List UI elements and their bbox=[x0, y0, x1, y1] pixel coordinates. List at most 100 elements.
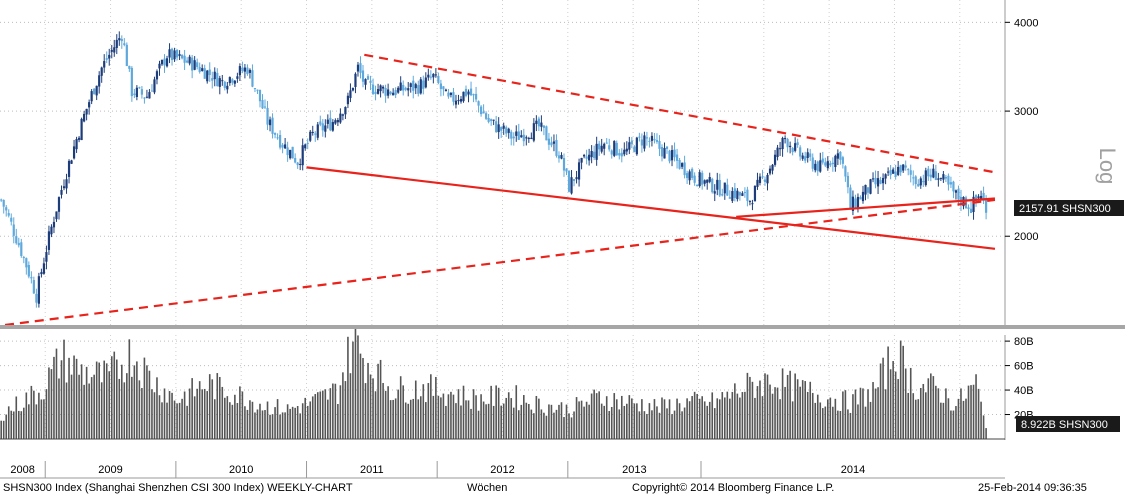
candle-up bbox=[304, 144, 307, 149]
volume-bar bbox=[510, 398, 513, 439]
volume-bar bbox=[774, 387, 776, 439]
candle-down bbox=[567, 170, 571, 192]
volume-bar bbox=[231, 404, 234, 439]
volume-bar bbox=[196, 388, 198, 439]
candle-down bbox=[620, 152, 623, 157]
year-labels: 2008 2009 2010 2011 2012 2013 2014 bbox=[10, 461, 865, 478]
volume-bar bbox=[377, 363, 379, 439]
candle-down bbox=[447, 92, 450, 97]
candle-down bbox=[10, 217, 13, 222]
candle-up bbox=[331, 122, 334, 131]
candle-up bbox=[502, 125, 505, 129]
volume-bar bbox=[819, 402, 822, 439]
volume-bar bbox=[354, 327, 357, 439]
volume-bar bbox=[374, 391, 377, 439]
volume-bar bbox=[387, 386, 389, 439]
volume-bar bbox=[55, 348, 58, 439]
candle-down bbox=[394, 90, 397, 95]
candle-down bbox=[733, 188, 736, 198]
candle-down bbox=[638, 136, 641, 138]
candle-down bbox=[562, 158, 566, 171]
candle-up bbox=[753, 185, 757, 202]
volume-bar bbox=[33, 390, 35, 439]
candle-down bbox=[929, 174, 932, 178]
volume-bar bbox=[771, 393, 774, 439]
candle-down bbox=[517, 131, 520, 140]
candle-up bbox=[55, 211, 58, 220]
volume-bar bbox=[407, 403, 410, 439]
candle-down bbox=[907, 169, 910, 171]
volume-bar bbox=[5, 414, 8, 439]
candle-down bbox=[198, 66, 201, 72]
volume-bar bbox=[218, 376, 221, 439]
candle-up bbox=[741, 193, 744, 196]
candle-down bbox=[841, 157, 844, 164]
volume-bar bbox=[827, 399, 829, 439]
volume-bar bbox=[806, 391, 809, 439]
candle-up bbox=[88, 102, 91, 108]
candle-up bbox=[939, 177, 942, 179]
volume-bar bbox=[914, 399, 917, 439]
candle-down bbox=[203, 68, 206, 79]
volume-bar bbox=[409, 399, 412, 439]
candle-down bbox=[25, 258, 28, 268]
candle-down bbox=[829, 163, 832, 166]
candle-up bbox=[80, 118, 83, 141]
volume-bar bbox=[847, 409, 849, 439]
volume-bar bbox=[962, 400, 965, 439]
volume-bar bbox=[440, 397, 442, 439]
volume-bar bbox=[794, 373, 796, 439]
candle-down bbox=[150, 90, 154, 92]
volume-bar bbox=[472, 389, 475, 439]
candle-up bbox=[748, 201, 752, 203]
candle-up bbox=[954, 190, 958, 193]
volume-bar bbox=[319, 391, 322, 439]
candle-down bbox=[678, 159, 681, 169]
candle-down bbox=[655, 139, 659, 142]
volume-bar bbox=[563, 417, 565, 439]
candle-up bbox=[193, 60, 196, 70]
footer-description: SHSN300 Index (Shanghai Shenzhen CSI 300… bbox=[3, 482, 353, 494]
volume-bar bbox=[766, 374, 769, 439]
volume-bar bbox=[445, 405, 447, 439]
volume-bar bbox=[749, 376, 751, 439]
year-label: 2014 bbox=[841, 464, 865, 476]
volume-bar bbox=[359, 353, 362, 439]
candle-down bbox=[138, 87, 141, 89]
candle-down bbox=[763, 179, 767, 182]
volume-bar bbox=[583, 406, 585, 439]
candle-up bbox=[67, 160, 71, 177]
volume-bar bbox=[427, 383, 430, 439]
candle-down bbox=[894, 171, 897, 177]
volume-bar bbox=[927, 378, 930, 439]
volume-bar bbox=[525, 402, 528, 439]
candle-down bbox=[811, 157, 814, 169]
volume-bar bbox=[379, 359, 382, 439]
volume-bar bbox=[28, 404, 30, 439]
candle-up bbox=[213, 71, 216, 80]
volume-bar bbox=[708, 401, 711, 439]
volume-bar bbox=[281, 412, 284, 439]
volume-bar bbox=[65, 382, 68, 439]
volume-bar bbox=[688, 401, 691, 439]
candle-down bbox=[593, 151, 596, 158]
candle-up bbox=[670, 150, 674, 161]
volume-bar bbox=[266, 401, 269, 439]
candle-down bbox=[550, 142, 553, 146]
volume-bar bbox=[857, 404, 859, 439]
candle-up bbox=[336, 120, 339, 123]
volume-bar bbox=[899, 340, 902, 439]
volume-bar bbox=[399, 376, 402, 439]
volume-bar bbox=[23, 407, 25, 439]
candle-up bbox=[600, 145, 603, 152]
candle-down bbox=[545, 126, 548, 141]
volume-bar bbox=[673, 410, 676, 439]
candle-up bbox=[924, 170, 927, 186]
volume-bar bbox=[88, 383, 90, 439]
volume-bar bbox=[570, 417, 573, 439]
gridlines bbox=[0, 0, 1005, 439]
volume-bar bbox=[291, 406, 294, 439]
volume-bar bbox=[588, 404, 590, 439]
candle-up bbox=[70, 160, 73, 164]
